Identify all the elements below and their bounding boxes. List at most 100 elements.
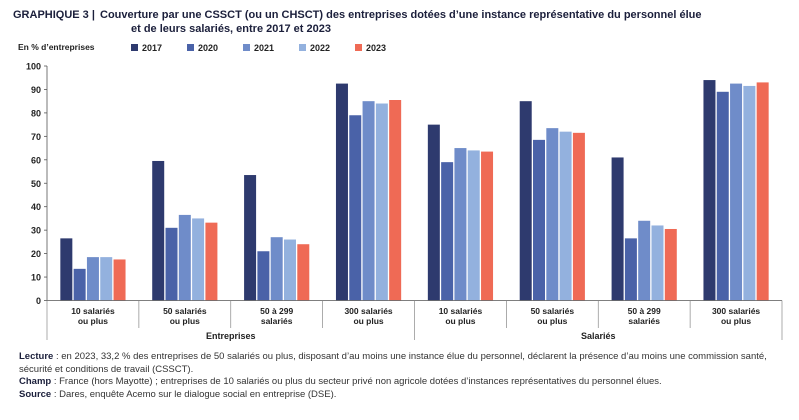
bar-2017-cat-5 [519,101,532,301]
category-label-line: ou plus [537,316,567,326]
bar-2020-cat-4 [441,162,454,301]
bar-2021-cat-2 [270,237,283,301]
bar-2023-cat-4 [481,151,494,301]
note-source-label: Source [19,388,52,400]
category-label-line: ou plus [445,316,475,326]
bar-2020-cat-5 [533,139,546,301]
category-label-1: 50 salariés ou plus [163,306,207,326]
legend-swatch-2017 [131,44,138,51]
bar-2020-cat-0 [73,268,86,301]
bar-2022-cat-3 [375,103,388,301]
y-axis-unit-label: En % d’entreprises [18,42,95,52]
group-label-1: Salariés [581,331,616,341]
bar-2017-cat-0 [60,238,73,301]
category-label-0: 10 salariés ou plus [71,306,115,326]
bar-2020-cat-1 [165,227,178,301]
bar-2022-cat-1 [192,218,205,301]
y-tick-label-100: 100 [26,62,41,72]
category-label-line: 10 salariés [71,306,115,316]
y-tick-label-30: 30 [31,226,41,236]
legend-swatch-2022 [299,44,306,51]
bar-2023-cat-7 [756,82,769,301]
category-label-line: 10 salariés [439,306,483,316]
category-label-7: 300 salariés ou plus [712,306,760,326]
group-label-0: Entreprises [206,331,256,341]
bar-2023-cat-2 [297,244,310,301]
bar-2022-cat-5 [559,131,572,301]
legend-label-2023: 2023 [366,43,386,53]
chart-title-line1: Couverture par une CSSCT (ou un CHSCT) d… [100,9,702,21]
bar-2020-cat-7 [716,91,729,301]
category-label-line: 50 à 299 [260,306,293,316]
note-lecture-label: Lecture [19,351,54,362]
y-tick-label-70: 70 [31,132,41,142]
bar-2023-cat-6 [664,228,677,301]
bar-2022-cat-7 [743,85,756,301]
note-champ: Champ : France (hors Mayotte) ; entrepri… [19,376,789,389]
y-tick-label-50: 50 [31,179,41,189]
category-label-3: 300 salariés ou plus [344,306,392,326]
bar-2023-cat-3 [389,100,402,301]
category-label-line: ou plus [353,316,383,326]
category-label-line: 50 salariés [531,306,575,316]
bar-2023-cat-0 [113,259,126,301]
category-label-line: 50 à 299 [628,306,661,316]
y-tick-label-20: 20 [31,249,41,259]
chart-number: GRAPHIQUE 3 | [13,9,95,21]
category-label-line: ou plus [78,316,108,326]
note-champ-label: Champ [19,376,52,387]
bar-2023-cat-5 [572,132,585,301]
category-label-5: 50 salariés ou plus [531,306,575,326]
bar-2017-cat-7 [703,80,716,301]
category-label-4: 10 salariés ou plus [439,306,483,326]
category-label-6: 50 à 299 salariés [628,306,661,326]
note-source-text: : Dares, enquête Acemo sur le dialogue s… [51,388,337,400]
chart-notes: Lecture : en 2023, 33,2 % des entreprise… [19,351,789,401]
category-label-line: 300 salariés [344,306,392,316]
category-label-line: ou plus [170,316,200,326]
legend-swatch-2020 [187,44,194,51]
note-lecture: Lecture : en 2023, 33,2 % des entreprise… [19,351,789,376]
note-source: Source : Dares, enquête Acemo sur le dia… [19,389,789,402]
y-tick-label-10: 10 [31,273,41,283]
bar-2021-cat-0 [86,257,99,301]
bar-2017-cat-3 [335,83,348,301]
bar-2020-cat-3 [349,115,362,301]
category-label-line: 50 salariés [163,306,207,316]
note-champ-text: : France (hors Mayotte) ; entreprises de… [51,376,662,387]
y-tick-label-40: 40 [31,202,41,212]
y-tick-label-90: 90 [31,85,41,95]
bar-2020-cat-2 [257,251,270,301]
bar-2020-cat-6 [624,238,637,301]
legend-label-2020: 2020 [198,43,218,53]
bar-2017-cat-4 [427,124,440,301]
bar-chart: 2017 2020 2021 2022 2023 0 10 20 30 40 50 60 70 80 90 1… [26,43,783,341]
bar-2021-cat-6 [638,220,651,301]
bar-2021-cat-4 [454,148,467,301]
y-tick-label-80: 80 [31,108,41,118]
chart-title-line2: et de leurs salariés, entre 2017 et 2023 [131,22,331,35]
bar-2022-cat-0 [100,257,113,301]
legend-label-2021: 2021 [254,43,274,53]
bar-2021-cat-7 [730,83,743,301]
legend-swatch-2021 [243,44,250,51]
category-label-line: ou plus [721,316,751,326]
bar-2022-cat-4 [467,150,480,301]
bar-2022-cat-2 [283,239,296,301]
y-tick-label-60: 60 [31,155,41,165]
bar-2021-cat-3 [362,101,375,301]
bar-2022-cat-6 [651,225,664,301]
y-tick-label-0: 0 [36,296,41,306]
note-lecture-text: : en 2023, 33,2 % des entreprises de 50 … [19,351,767,375]
chart-title: GRAPHIQUE 3 | Couverture par une CSSCT (… [13,9,701,36]
bar-2021-cat-5 [546,128,559,301]
category-label-line: salariés [261,316,293,326]
bar-2017-cat-6 [611,157,624,301]
legend-swatch-2023 [355,44,362,51]
category-label-line: 300 salariés [712,306,760,316]
bar-2021-cat-1 [178,214,191,301]
bar-2017-cat-2 [244,175,257,301]
bar-2023-cat-1 [205,222,218,301]
legend-label-2017: 2017 [142,43,162,53]
legend-label-2022: 2022 [310,43,330,53]
